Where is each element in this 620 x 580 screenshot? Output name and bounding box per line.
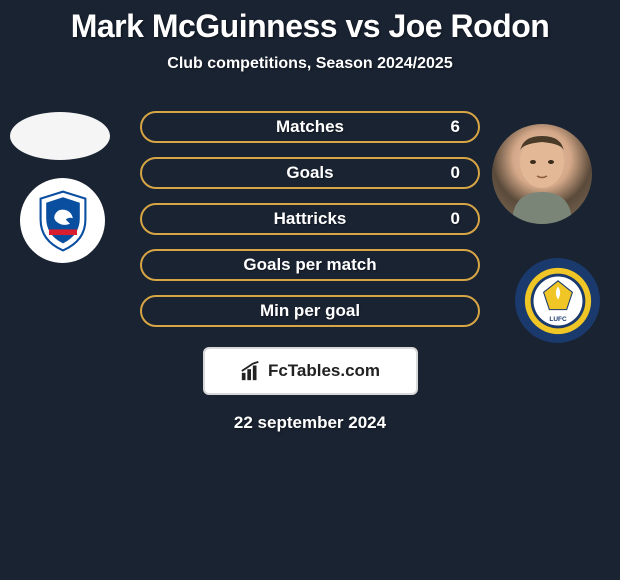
stat-value: 0: [451, 209, 460, 229]
bar-chart-icon: [240, 360, 262, 382]
branding-box: FcTables.com: [203, 347, 418, 395]
stat-rows: Matches 6 Goals 0 Hattricks 0 Goals per …: [0, 111, 620, 327]
branding-text: FcTables.com: [268, 361, 380, 381]
stat-value: 6: [451, 117, 460, 137]
page-title: Mark McGuinness vs Joe Rodon: [0, 8, 620, 45]
stat-row-goals: Goals 0: [140, 157, 480, 189]
stat-label: Hattricks: [274, 209, 347, 229]
stat-row-goals-per-match: Goals per match: [140, 249, 480, 281]
stat-row-hattricks: Hattricks 0: [140, 203, 480, 235]
stat-label: Min per goal: [260, 301, 360, 321]
stat-row-min-per-goal: Min per goal: [140, 295, 480, 327]
stat-row-matches: Matches 6: [140, 111, 480, 143]
page-subtitle: Club competitions, Season 2024/2025: [0, 55, 620, 73]
stat-value: 0: [451, 163, 460, 183]
stat-label: Goals: [286, 163, 333, 183]
page-container: Mark McGuinness vs Joe Rodon Club compet…: [0, 0, 620, 580]
stat-label: Matches: [276, 117, 344, 137]
date-text: 22 september 2024: [0, 413, 620, 433]
stat-label: Goals per match: [243, 255, 376, 275]
stats-comparison: Matches 6 Goals 0 Hattricks 0 Goals per …: [0, 111, 620, 327]
